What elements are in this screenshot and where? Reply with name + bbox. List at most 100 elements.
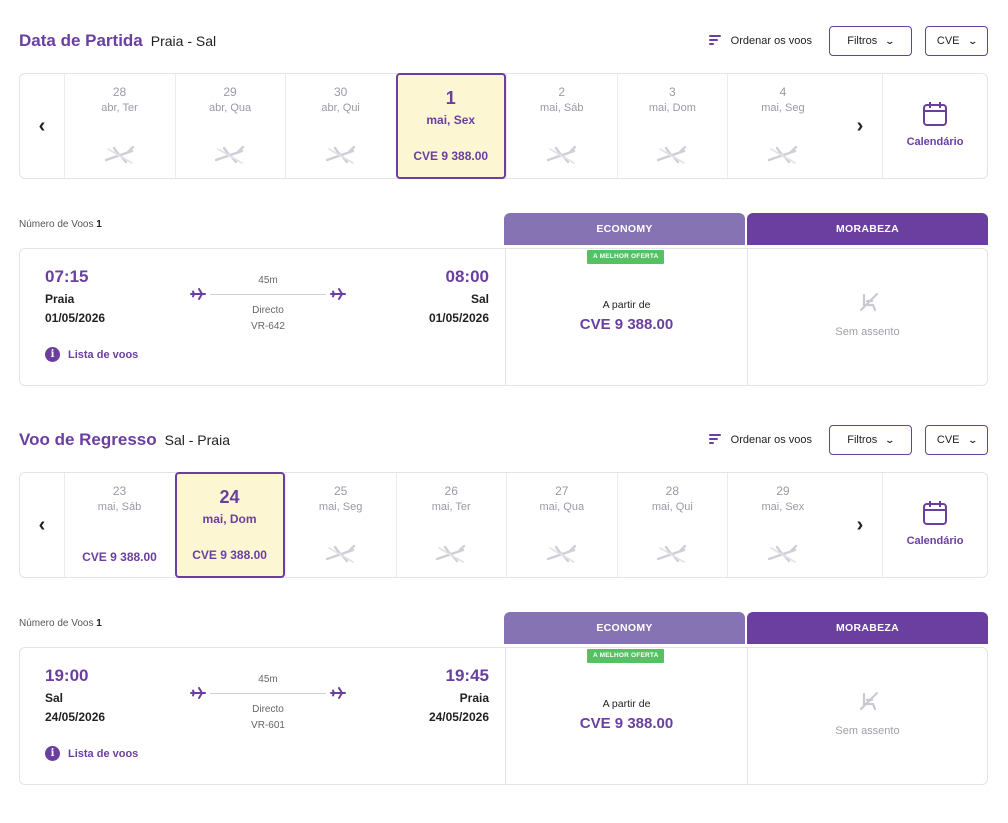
- date-list: 28 abr, Ter 29 abr, Qua 30 abr, Qui 1 mai, Sex C…: [64, 73, 838, 179]
- flight-list-link[interactable]: i Lista de voos: [45, 347, 138, 362]
- flight-duration: 45m: [258, 674, 278, 685]
- previous-dates-button[interactable]: ‹: [20, 74, 64, 178]
- sort-flights-button[interactable]: Ordenar os voos: [708, 424, 812, 456]
- flights-count-label: Número de Voos: [19, 219, 94, 230]
- calendar-button[interactable]: Calendário: [882, 74, 987, 178]
- best-offer-badge: A MELHOR OFERTA: [587, 649, 665, 663]
- date-option[interactable]: 30 abr, Qui: [285, 74, 395, 178]
- chevron-down-icon: ⌄: [967, 434, 978, 445]
- day-label: abr, Ter: [101, 102, 138, 114]
- departure-date: 24/05/2026: [45, 710, 106, 724]
- filters-dropdown[interactable]: Filtros ⌄: [829, 26, 912, 56]
- date-option[interactable]: 25 mai, Seg: [285, 473, 395, 577]
- date-option[interactable]: 2 mai, Sáb: [506, 74, 616, 178]
- no-seat-icon: [860, 692, 878, 711]
- outbound-section: Data de Partida Praia - Sal Ordenar os vo…: [0, 25, 1008, 395]
- flight-list-label: Lista de voos: [68, 747, 139, 760]
- date-option[interactable]: 26 mai, Ter: [395, 473, 506, 577]
- chevron-left-icon: ‹: [38, 513, 46, 536]
- tab-economy-label: ECONOMY: [596, 223, 653, 235]
- currency-label: CVE: [936, 434, 960, 446]
- stops-label: Directo: [252, 704, 284, 715]
- day-label: mai, Dom: [202, 512, 257, 526]
- flight-details: 19:00 Sal 24/05/2026 45m Directo VR-601 …: [20, 648, 505, 784]
- date-option[interactable]: 23 mai, Sáb CVE 9 388.00: [64, 473, 174, 577]
- tab-economy-label: ECONOMY: [596, 622, 653, 634]
- flight-duration: 45m: [258, 275, 278, 286]
- no-flight-icon: [104, 145, 134, 164]
- date-option[interactable]: 28 abr, Ter: [64, 74, 174, 178]
- date-option[interactable]: 27 mai, Qua: [506, 473, 616, 577]
- day-number: 23: [112, 484, 127, 498]
- tab-economy[interactable]: ECONOMY: [504, 612, 745, 644]
- filters-label: Filtros: [847, 434, 878, 446]
- no-flight-icon: [767, 145, 798, 164]
- economy-price: CVE 9 388.00: [579, 316, 674, 333]
- flight-number: VR-642: [251, 321, 285, 332]
- day-price: CVE 9 388.00: [192, 548, 267, 562]
- no-seat-icon: [860, 293, 878, 312]
- day-label: mai, Qui: [651, 501, 693, 513]
- no-flight-icon: [436, 544, 466, 563]
- route-info: 45m Directo VR-642: [190, 275, 346, 345]
- chevron-down-icon: ⌄: [967, 35, 978, 46]
- day-number: 4: [779, 85, 787, 99]
- day-label: abr, Qui: [321, 102, 360, 114]
- economy-fare-cell[interactable]: A MELHOR OFERTA A partir de CVE 9 388.00: [505, 648, 747, 784]
- date-option[interactable]: 4 mai, Seg: [727, 74, 837, 178]
- day-price: CVE 9 388.00: [82, 550, 157, 564]
- flight-card: 07:15 Praia 01/05/2026 45m Directo VR-64…: [19, 248, 988, 386]
- plane-icon: [190, 687, 206, 699]
- calendar-button[interactable]: Calendário: [882, 473, 987, 577]
- economy-fare-cell[interactable]: A MELHOR OFERTA A partir de CVE 9 388.00: [505, 249, 747, 385]
- no-flight-icon: [546, 145, 576, 164]
- date-option[interactable]: 29 abr, Qua: [174, 74, 285, 178]
- tab-economy[interactable]: ECONOMY: [504, 213, 745, 245]
- flight-details: 07:15 Praia 01/05/2026 45m Directo VR-64…: [20, 249, 505, 385]
- day-label: mai, Sáb: [97, 501, 142, 513]
- section-header: Voo de Regresso Sal - Praia Ordenar os vo…: [19, 424, 988, 456]
- calendar-icon: [923, 501, 947, 525]
- next-dates-button[interactable]: ›: [838, 74, 882, 178]
- day-label: mai, Ter: [431, 501, 471, 513]
- calendar-label: Calendário: [906, 136, 964, 148]
- chevron-right-icon: ›: [856, 114, 864, 137]
- plane-icon: [330, 687, 346, 699]
- day-number: 3: [669, 85, 676, 99]
- day-label: mai, Sáb: [540, 102, 584, 114]
- date-option[interactable]: 3 mai, Dom: [616, 74, 727, 178]
- section-header: Data de Partida Praia - Sal Ordenar os vo…: [19, 25, 988, 57]
- date-option[interactable]: 29 mai, Sex: [727, 473, 837, 577]
- sort-flights-button[interactable]: Ordenar os voos: [708, 25, 812, 57]
- day-number: 2: [558, 85, 566, 99]
- flights-count: Número de Voos 1: [19, 618, 102, 629]
- no-flight-icon: [657, 145, 687, 164]
- flights-count-value: 1: [96, 618, 102, 629]
- info-icon: i: [45, 347, 60, 362]
- next-dates-button[interactable]: ›: [838, 473, 882, 577]
- sort-label: Ordenar os voos: [730, 434, 812, 446]
- sort-icon: [708, 35, 721, 46]
- section-title-text: Voo de Regresso: [19, 430, 157, 449]
- day-number: 25: [333, 484, 348, 498]
- sort-label: Ordenar os voos: [730, 35, 812, 47]
- filters-label: Filtros: [847, 35, 878, 47]
- tab-morabeza[interactable]: MORABEZA: [747, 612, 988, 644]
- flights-count-label: Número de Voos: [19, 618, 94, 629]
- date-option-selected[interactable]: 1 mai, Sex CVE 9 388.00: [395, 73, 506, 179]
- date-option-selected[interactable]: 24 mai, Dom CVE 9 388.00: [174, 472, 285, 578]
- previous-dates-button[interactable]: ‹: [20, 473, 64, 577]
- flight-list-link[interactable]: i Lista de voos: [45, 746, 138, 761]
- currency-dropdown[interactable]: CVE ⌄: [925, 425, 988, 455]
- from-label: A partir de: [602, 698, 651, 710]
- morabeza-fare-cell: Sem assento: [747, 648, 987, 784]
- no-flight-icon: [325, 145, 355, 164]
- departure-date: 01/05/2026: [45, 311, 106, 325]
- tab-morabeza[interactable]: MORABEZA: [747, 213, 988, 245]
- day-number: 1: [445, 88, 456, 108]
- filters-dropdown[interactable]: Filtros ⌄: [829, 425, 912, 455]
- no-seat-label: Sem assento: [835, 326, 900, 338]
- currency-dropdown[interactable]: CVE ⌄: [925, 26, 988, 56]
- tab-morabeza-label: MORABEZA: [835, 622, 900, 634]
- date-option[interactable]: 28 mai, Qui: [616, 473, 727, 577]
